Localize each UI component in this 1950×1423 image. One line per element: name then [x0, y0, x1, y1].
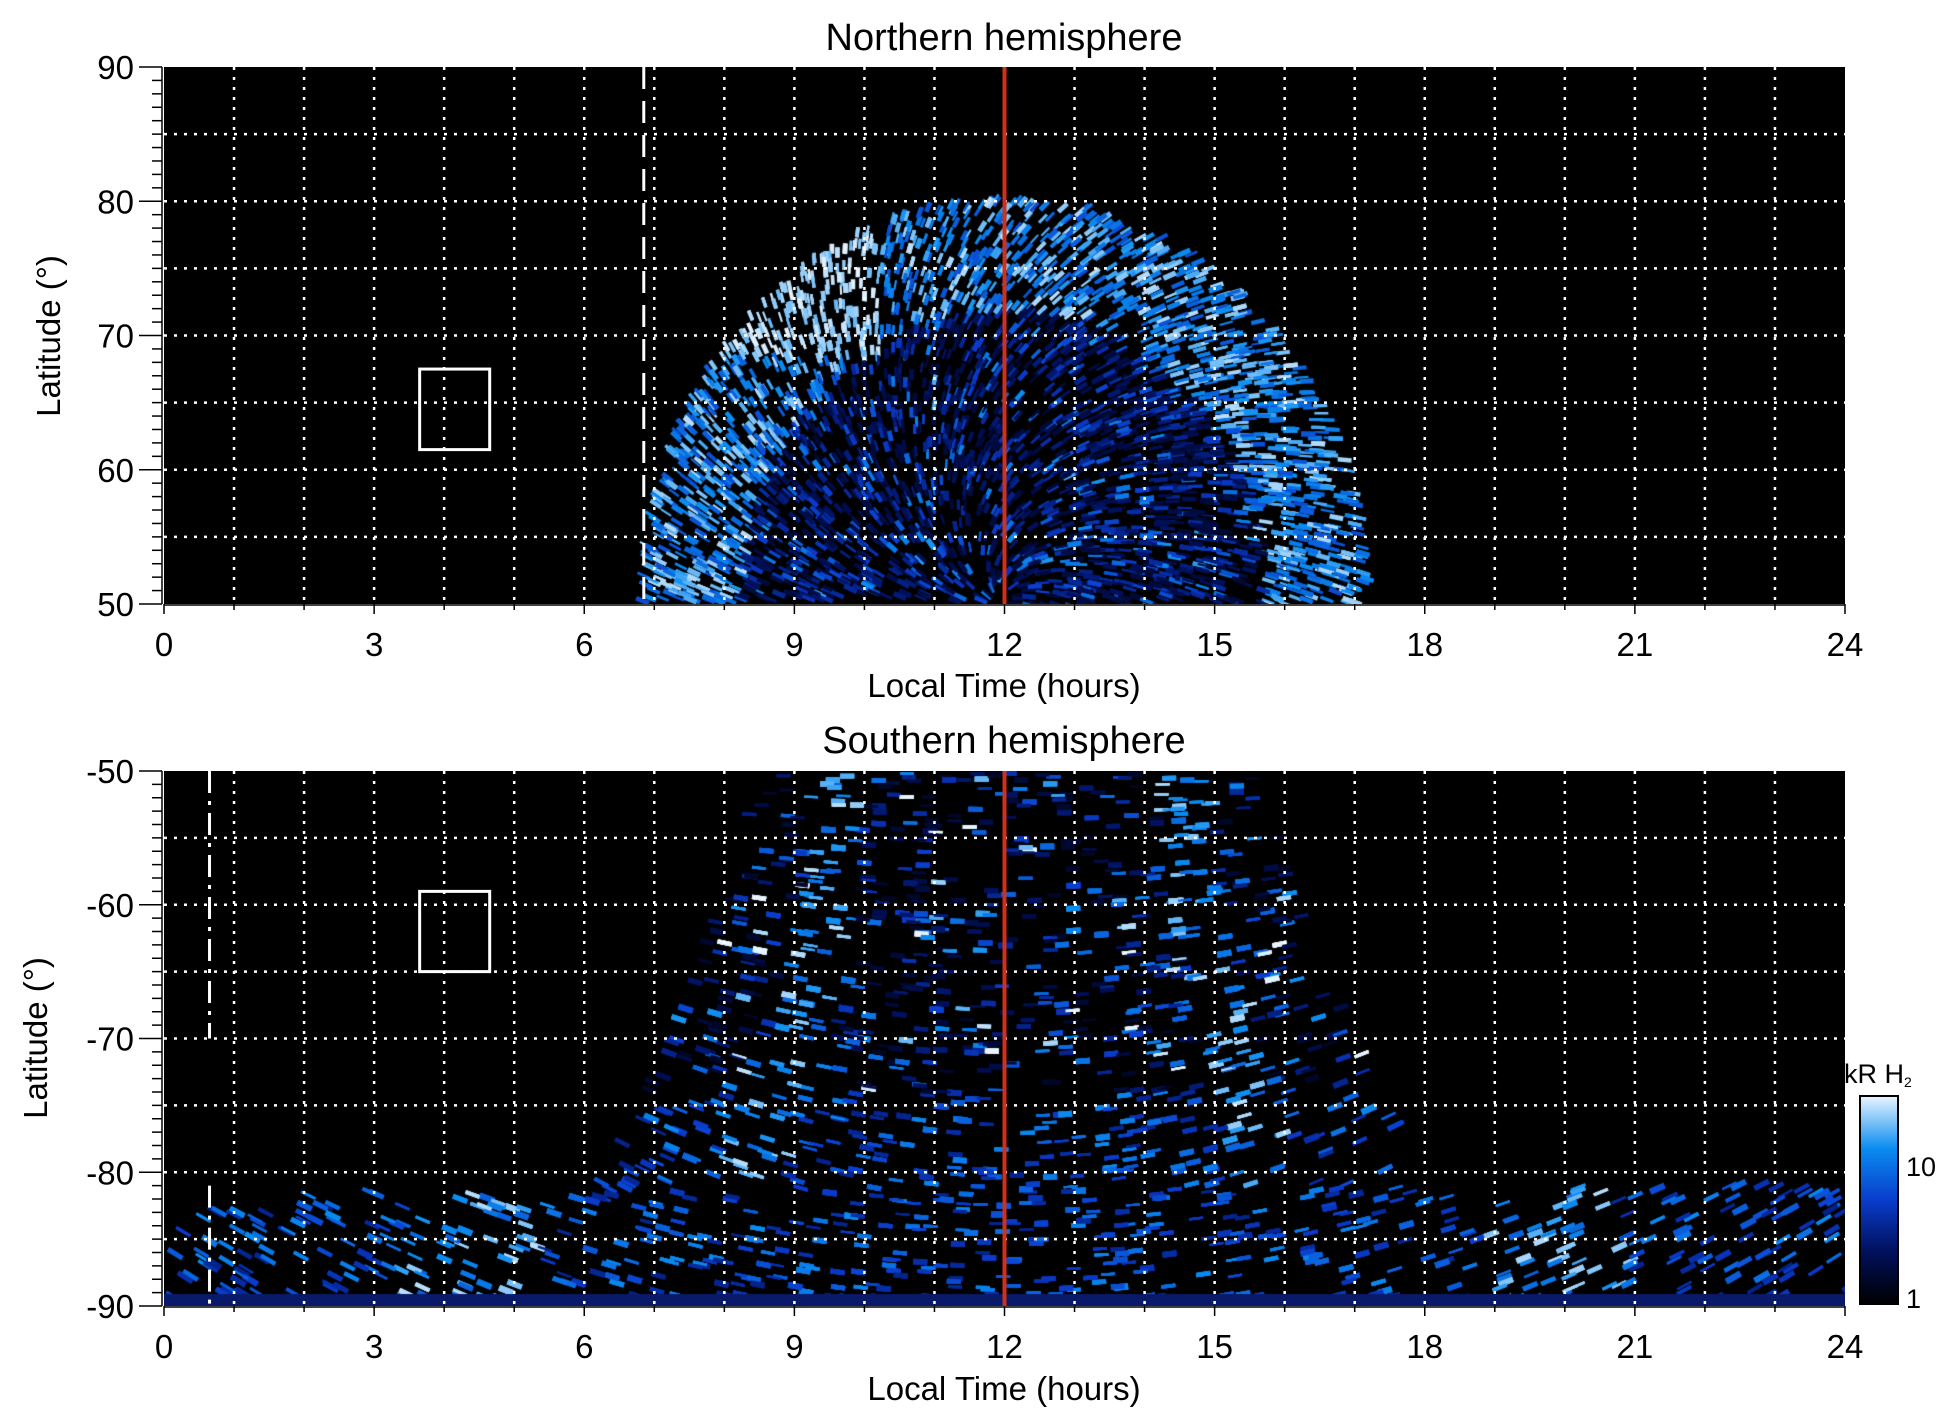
- north-title: Northern hemisphere: [826, 17, 1183, 59]
- colorbar-gradient: [1860, 1096, 1898, 1304]
- y-tick-label: 90: [97, 49, 134, 86]
- y-tick-label: 60: [97, 452, 134, 489]
- north-panel: Northern hemisphere Local Time (hours) L…: [30, 17, 1863, 704]
- x-tick-label: 6: [575, 626, 593, 663]
- x-tick-label: 24: [1827, 1328, 1864, 1365]
- x-tick-label: 12: [986, 626, 1023, 663]
- colorbar-tick-10: 10: [1906, 1152, 1936, 1182]
- x-tick-label: 3: [365, 626, 383, 663]
- south-panel: Southern hemisphere Local Time (hours) L…: [17, 720, 1863, 1407]
- x-tick-label: 18: [1406, 1328, 1443, 1365]
- x-tick-label: 0: [155, 626, 173, 663]
- colorbar-label-sub: 2: [1904, 1074, 1912, 1090]
- x-tick-label: 3: [365, 1328, 383, 1365]
- y-tick-label: 50: [97, 586, 134, 623]
- region-box: [418, 367, 492, 452]
- y-tick-label: 80: [97, 183, 134, 220]
- x-tick-label: 9: [785, 626, 803, 663]
- svg-text:kR H2: kR H2: [1844, 1059, 1912, 1090]
- y-tick-label: 70: [97, 318, 134, 355]
- x-tick-label: 15: [1196, 626, 1233, 663]
- x-tick-label: 9: [785, 1328, 803, 1365]
- north-ylabel: Latitude (°): [30, 255, 67, 417]
- x-tick-label: 15: [1196, 1328, 1233, 1365]
- colorbar-label: kR H: [1844, 1059, 1904, 1089]
- x-tick-label: 18: [1406, 626, 1443, 663]
- south-ylabel: Latitude (°): [17, 957, 54, 1119]
- region-box: [418, 889, 492, 974]
- colorbar-frame: [1859, 1095, 1899, 1305]
- y-tick-label: -70: [86, 1021, 134, 1058]
- x-tick-label: 21: [1617, 1328, 1654, 1365]
- colorbar-tick-1: 1: [1906, 1284, 1921, 1314]
- x-tick-label: 6: [575, 1328, 593, 1365]
- x-tick-label: 24: [1827, 626, 1864, 663]
- x-tick-label: 21: [1617, 626, 1654, 663]
- south-xlabel: Local Time (hours): [867, 1370, 1140, 1407]
- y-tick-label: -50: [86, 753, 134, 790]
- y-tick-label: -80: [86, 1154, 134, 1191]
- x-tick-label: 12: [986, 1328, 1023, 1365]
- x-tick-label: 0: [155, 1328, 173, 1365]
- y-tick-label: -90: [86, 1288, 134, 1325]
- y-tick-label: -60: [86, 887, 134, 924]
- colorbar: kR H2 10 1: [1844, 1059, 1936, 1314]
- south-title: Southern hemisphere: [822, 720, 1185, 762]
- north-xlabel: Local Time (hours): [867, 667, 1140, 704]
